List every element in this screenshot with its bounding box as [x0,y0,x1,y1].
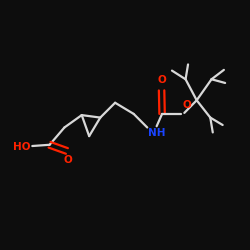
Text: O: O [64,156,72,166]
Text: HO: HO [13,142,30,152]
Text: O: O [157,76,166,86]
Text: NH: NH [148,128,166,138]
Text: O: O [182,100,191,110]
